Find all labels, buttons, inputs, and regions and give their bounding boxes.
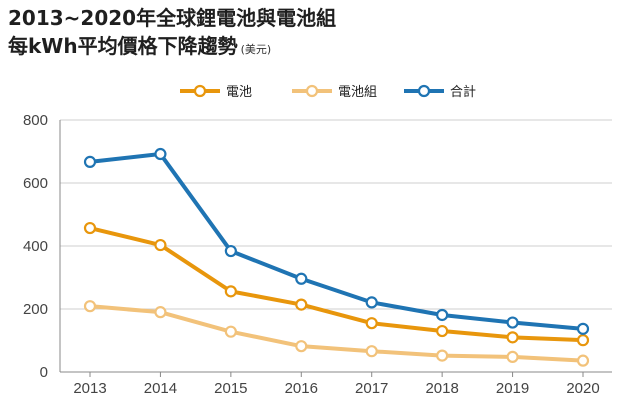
data-point [506,331,519,344]
legend-label-2: 合計 [450,84,476,100]
x-tick-label: 2018 [425,380,458,397]
y-tick-label: 800 [23,112,48,129]
y-tick-label: 600 [23,175,48,192]
data-point [365,296,378,309]
x-axis: 2013 2014 2015 2016 2017 2018 2019 2020 [73,372,600,397]
data-point [436,324,449,338]
y-tick-label: 200 [23,301,48,318]
title-line-2: 每kWh平均價格下降趨勢 [8,34,238,58]
x-tick-label: 2014 [144,380,177,397]
gridlines [60,119,612,373]
series-line-2 [88,152,585,331]
x-tick-label: 2020 [566,380,599,397]
y-axis: 0 200 400 600 800 [23,112,61,381]
title-line-1: 2013~2020年全球鋰電池與電池組 [8,6,337,30]
data-point [224,244,237,258]
x-tick-label: 2017 [355,380,388,397]
legend: 電池 電池組 合計 [180,84,476,100]
y-tick-label: 400 [23,238,48,255]
data-point [295,298,308,311]
data-point [154,306,167,319]
x-tick-label: 2013 [73,380,106,397]
data-point [83,300,97,313]
data-point [576,334,590,347]
data-point [506,350,519,363]
data-point [295,340,308,353]
series-line-0 [88,226,585,343]
data-point [576,354,590,367]
data-point [224,285,237,298]
data-point [436,308,449,322]
y-tick-label: 0 [40,364,48,381]
data-point [436,349,449,362]
data-point [295,272,308,285]
data-point [83,155,97,168]
data-point [365,317,378,330]
x-tick-label: 2015 [214,380,247,397]
data-point [154,238,167,252]
legend-label-1: 電池組 [338,85,377,100]
data-point [506,316,519,329]
legend-label-0: 電池 [226,85,252,100]
unit-label: (美元) [240,43,272,56]
data-point [154,147,167,161]
legend-marker-0 [193,84,207,98]
x-tick-label: 2019 [496,380,529,397]
series-group [83,147,590,367]
legend-marker-2 [417,84,431,98]
x-tick-label: 2016 [285,380,318,397]
data-point [576,322,590,335]
data-point [365,345,378,358]
data-point [224,325,237,338]
data-point [83,221,97,235]
chart-title: 2013~2020年全球鋰電池與電池組 每kWh平均價格下降趨勢 (美元) [8,4,336,64]
legend-marker-1 [305,84,319,98]
series-line-1 [88,304,585,363]
